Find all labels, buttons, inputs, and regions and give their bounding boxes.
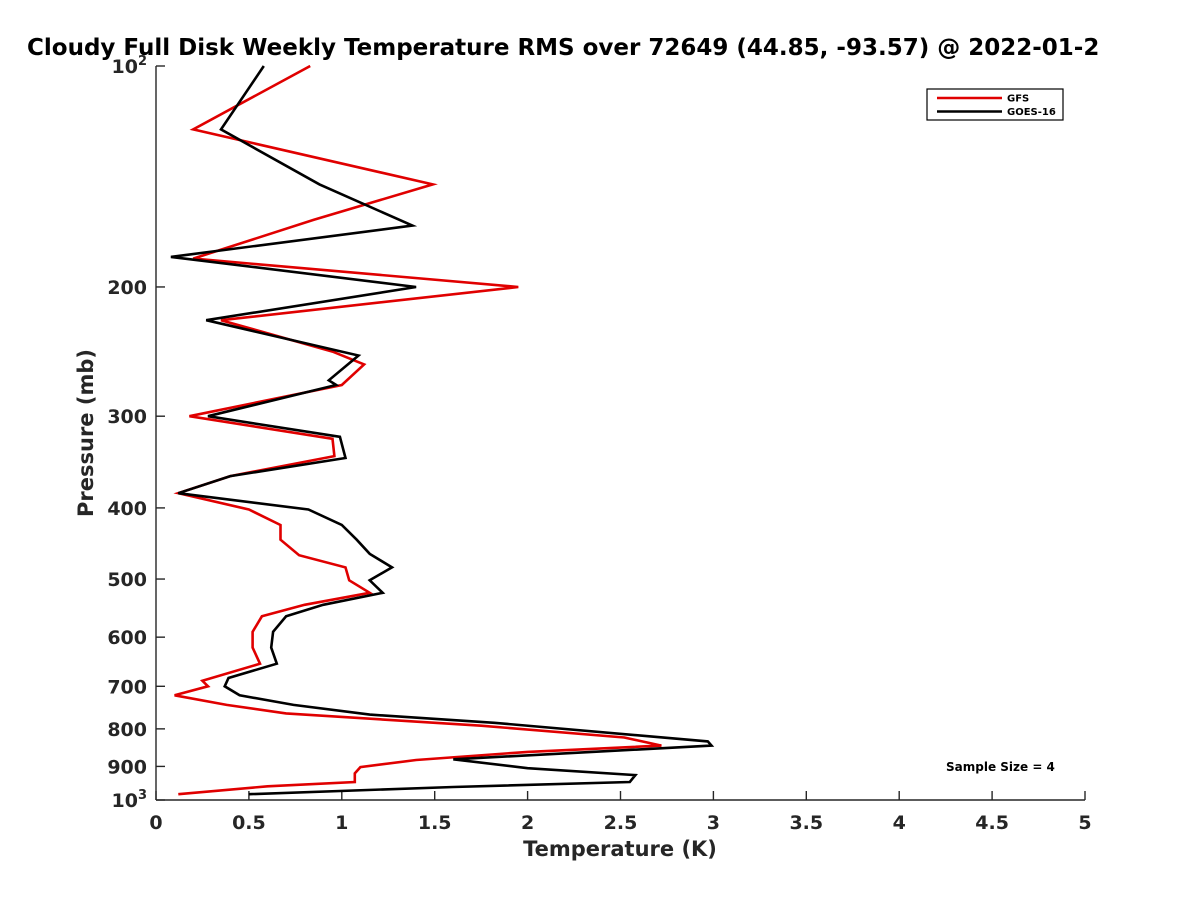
x-tick-label: 2.5 bbox=[604, 812, 638, 834]
x-axis-title: Temperature (K) bbox=[523, 837, 717, 861]
y-tick-label: 500 bbox=[107, 569, 147, 591]
x-axis-ticks: 0 0.5 1 1.5 2 2.5 3 3.5 4 4.5 5 bbox=[149, 791, 1092, 834]
y-tick-label: 200 bbox=[107, 277, 147, 299]
y-tick-label: 800 bbox=[107, 719, 147, 741]
y-axis-title: Pressure (mb) bbox=[74, 349, 98, 517]
y-tick-label: 103 bbox=[112, 788, 148, 812]
series-layer bbox=[170, 64, 715, 796]
x-tick-label: 1.5 bbox=[418, 812, 452, 834]
legend-label-goes-16: GOES-16 bbox=[1007, 107, 1056, 118]
legend: GFS GOES-16 bbox=[926, 88, 1064, 121]
y-tick-base: 10 bbox=[112, 790, 138, 812]
x-tick-label: 0.5 bbox=[232, 812, 266, 834]
x-tick-label: 3 bbox=[707, 812, 720, 834]
legend-box bbox=[926, 88, 1064, 121]
x-tick-label: 3.5 bbox=[789, 812, 823, 834]
legend-label-gfs: GFS bbox=[1007, 94, 1029, 105]
x-tick-label: 0 bbox=[149, 812, 162, 834]
x-tick-label: 4 bbox=[893, 812, 906, 834]
y-tick-label: 400 bbox=[107, 498, 147, 520]
x-tick-label: 1 bbox=[335, 812, 348, 834]
y-tick-label: 900 bbox=[107, 756, 147, 778]
chart-title: Cloudy Full Disk Weekly Temperature RMS … bbox=[27, 35, 1099, 61]
x-tick-label: 4.5 bbox=[975, 812, 1009, 834]
y-tick-label: 300 bbox=[107, 406, 147, 428]
y-tick-exponent: 2 bbox=[138, 54, 147, 69]
y-tick-exponent: 3 bbox=[138, 788, 147, 803]
series-line-goes-16 bbox=[170, 65, 715, 796]
x-tick-label: 5 bbox=[1078, 812, 1091, 834]
series-line-gfs bbox=[173, 64, 662, 796]
y-tick-label: 700 bbox=[107, 676, 147, 698]
y-tick-base: 10 bbox=[112, 56, 138, 78]
x-tick-label: 2 bbox=[521, 812, 534, 834]
y-tick-label: 102 bbox=[112, 54, 148, 78]
sample-size-annotation: Sample Size = 4 bbox=[946, 760, 1055, 774]
y-tick-label: 600 bbox=[107, 627, 147, 649]
